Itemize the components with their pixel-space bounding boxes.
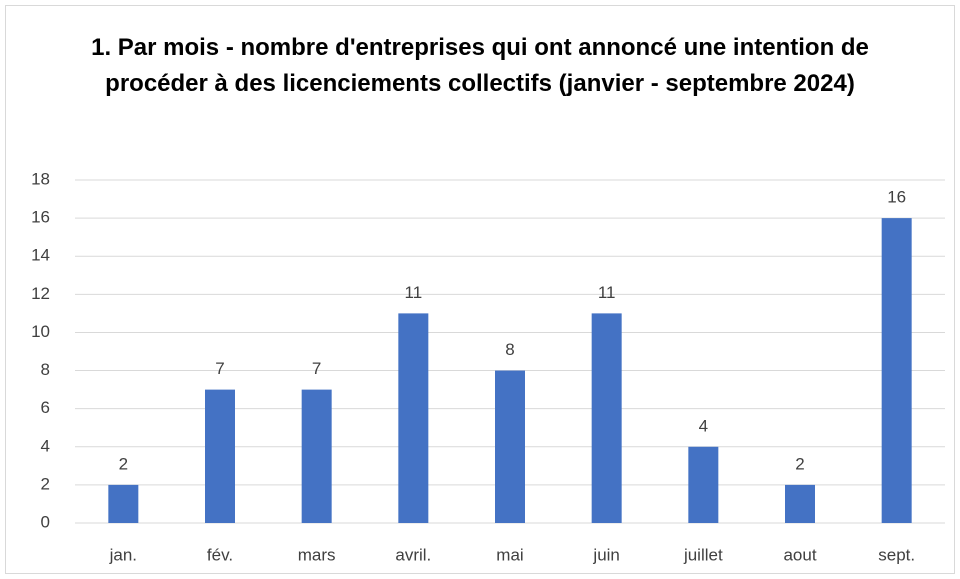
data-label: 7 xyxy=(215,359,224,378)
y-tick-label: 10 xyxy=(31,322,50,341)
data-label: 16 xyxy=(887,188,906,207)
bar xyxy=(881,218,912,523)
bar xyxy=(688,446,719,523)
y-tick-label: 18 xyxy=(31,169,50,188)
y-tick-label: 0 xyxy=(41,512,50,531)
chart-border xyxy=(5,5,955,574)
bar xyxy=(398,313,429,523)
x-tick-label: avril. xyxy=(395,545,431,564)
y-tick-label: 14 xyxy=(31,246,50,265)
chart-title: 1. Par mois - nombre d'entreprises qui o… xyxy=(91,34,869,97)
data-label: 2 xyxy=(795,454,804,473)
x-tick-label: fév. xyxy=(207,545,233,564)
data-label: 11 xyxy=(598,283,616,302)
data-label: 7 xyxy=(312,359,321,378)
bar xyxy=(205,389,235,523)
bar xyxy=(301,389,332,523)
bar xyxy=(108,484,139,523)
y-tick-label: 4 xyxy=(41,436,50,455)
data-label: 8 xyxy=(505,340,514,359)
x-tick-label: aout xyxy=(783,545,816,564)
y-tick-label: 8 xyxy=(41,360,50,379)
bar xyxy=(591,313,622,523)
x-tick-label: mars xyxy=(298,545,336,564)
x-tick-label: sept. xyxy=(878,545,915,564)
bar xyxy=(495,370,525,523)
data-label: 11 xyxy=(405,283,423,302)
x-tick-label: mai xyxy=(496,545,523,564)
y-tick-label: 2 xyxy=(41,474,50,493)
bar xyxy=(785,484,815,523)
x-tick-label: juin xyxy=(592,545,619,564)
y-tick-label: 6 xyxy=(41,398,50,417)
y-tick-label: 16 xyxy=(31,208,50,227)
x-tick-label: juillet xyxy=(683,545,723,564)
x-tick-label: jan. xyxy=(109,545,137,564)
y-tick-label: 12 xyxy=(31,284,50,303)
data-label: 4 xyxy=(699,416,708,435)
data-label: 2 xyxy=(119,454,128,473)
